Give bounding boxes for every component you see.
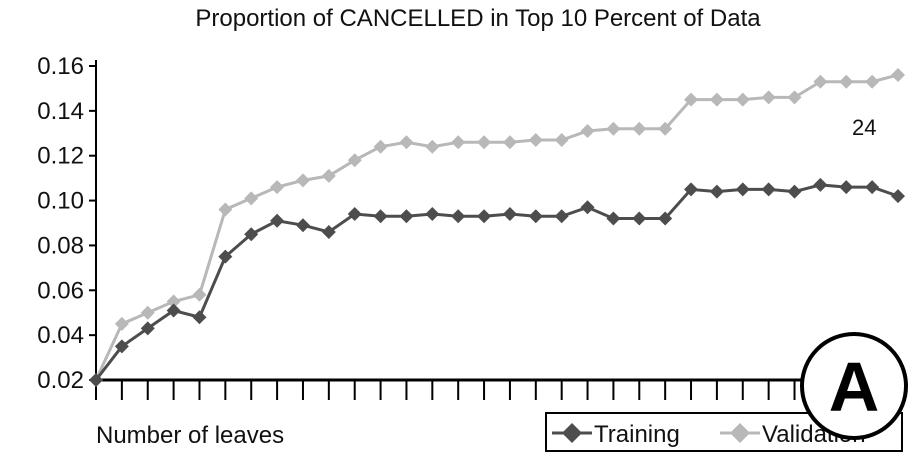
data-point (399, 135, 414, 150)
badge-circle (800, 332, 908, 440)
data-point (451, 209, 466, 224)
series-line-validation (94, 73, 899, 381)
data-point (865, 180, 880, 195)
y-tick-label: 0.10 (37, 188, 84, 215)
y-tick-label: 0.16 (37, 53, 84, 80)
data-point (839, 74, 854, 89)
data-point (244, 227, 259, 242)
data-point (502, 207, 517, 222)
data-point (709, 92, 724, 107)
data-point (295, 218, 310, 233)
series-validation (89, 67, 905, 387)
data-point (787, 90, 802, 105)
badge: A (800, 332, 908, 440)
data-point (684, 92, 699, 107)
data-point (528, 209, 543, 224)
y-tick-label: 0.08 (37, 232, 84, 259)
data-point (140, 321, 155, 336)
data-point (425, 207, 440, 222)
data-point (89, 373, 103, 387)
series-line-training (94, 183, 899, 381)
data-point (140, 305, 155, 320)
data-point (735, 182, 750, 197)
data-point (192, 310, 207, 325)
data-point (244, 191, 259, 206)
y-axis: 0.02 0.04 0.06 0.08 0.10 0.12 0.14 0.16 (37, 53, 97, 394)
data-point (477, 135, 492, 150)
data-point (606, 121, 621, 136)
data-point (761, 182, 776, 197)
data-point (684, 182, 699, 197)
data-point (373, 209, 388, 224)
data-point (554, 209, 569, 224)
data-point (865, 74, 880, 89)
data-point (373, 139, 388, 154)
legend-label-training: Training (594, 421, 680, 448)
x-axis (95, 378, 899, 400)
data-point (399, 209, 414, 224)
data-point (502, 135, 517, 150)
data-point (321, 224, 336, 239)
data-point (658, 211, 673, 226)
data-point (735, 92, 750, 107)
data-point (891, 67, 905, 82)
y-tick-label: 0.12 (37, 143, 84, 170)
y-tick-label: 0.14 (37, 98, 84, 125)
legend-marker-training (562, 423, 582, 443)
badge-letter: A (829, 348, 880, 426)
data-point (295, 173, 310, 188)
data-point (425, 139, 440, 154)
data-point (347, 153, 362, 168)
data-point (166, 294, 181, 309)
data-point (839, 180, 854, 195)
data-point (813, 74, 828, 89)
data-point (114, 339, 129, 354)
legend-marker-validation (730, 423, 750, 443)
data-point (321, 168, 336, 183)
data-point (451, 135, 466, 150)
data-point (114, 316, 129, 331)
data-point (761, 90, 776, 105)
data-point (218, 202, 233, 217)
data-point (813, 177, 828, 192)
y-tick-label: 0.02 (37, 367, 84, 394)
y-tick-label: 0.06 (37, 277, 84, 304)
data-point (606, 211, 621, 226)
chart-title: Proportion of CANCELLED in Top 10 Percen… (195, 5, 761, 32)
data-point (270, 180, 285, 195)
data-point (192, 287, 207, 302)
data-point (709, 184, 724, 199)
data-point (166, 303, 181, 318)
data-point (580, 124, 595, 139)
series-training (89, 177, 905, 387)
annotation-label: 24 (852, 115, 876, 140)
data-point (218, 249, 233, 264)
data-point (477, 209, 492, 224)
data-point (347, 207, 362, 222)
data-point (528, 133, 543, 148)
data-point (632, 121, 647, 136)
data-point (580, 200, 595, 215)
data-point (891, 189, 905, 204)
data-point (554, 133, 569, 148)
data-point (632, 211, 647, 226)
data-point (270, 213, 285, 228)
y-tick-label: 0.04 (37, 322, 84, 349)
series-layer (89, 67, 905, 387)
data-point (787, 184, 802, 199)
x-axis-label: Number of leaves (96, 422, 284, 449)
data-point (658, 121, 673, 136)
